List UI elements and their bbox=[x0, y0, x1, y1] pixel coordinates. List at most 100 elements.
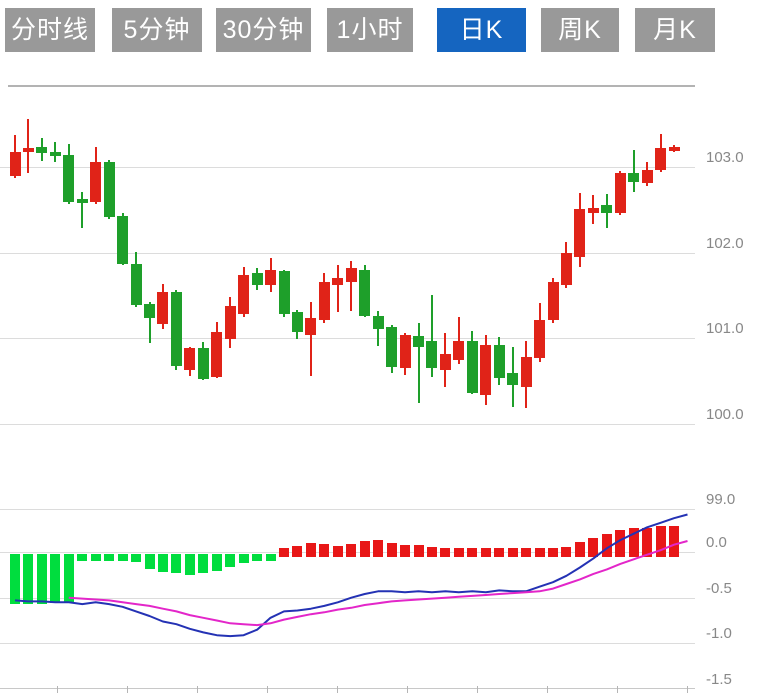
candle-body bbox=[520, 356, 532, 387]
candle-wick bbox=[309, 302, 312, 376]
tab-daily-k[interactable]: 日K bbox=[437, 8, 526, 52]
macd-histogram-bar bbox=[480, 548, 491, 557]
candle-body bbox=[103, 161, 115, 218]
candle-body bbox=[291, 311, 303, 332]
x-axis-tick bbox=[127, 686, 128, 693]
candle-body bbox=[359, 269, 371, 316]
macd-histogram-bar bbox=[642, 528, 653, 557]
macd-histogram-bar bbox=[561, 546, 572, 557]
price-gridline bbox=[0, 423, 695, 425]
macd-histogram-bar bbox=[211, 554, 222, 571]
x-axis-tick bbox=[687, 686, 688, 693]
macd-histogram-bar bbox=[615, 530, 626, 557]
candle-wick bbox=[81, 191, 84, 228]
tab-1hour[interactable]: 1小时 bbox=[327, 8, 413, 52]
x-axis-tick bbox=[57, 686, 58, 693]
macd-histogram-bar bbox=[574, 541, 585, 557]
macd-histogram-bar bbox=[90, 554, 101, 561]
macd-histogram-bar bbox=[104, 554, 115, 561]
macd-histogram-bar bbox=[131, 554, 142, 563]
macd-histogram-bar bbox=[521, 548, 532, 557]
price-axis-label: 102.0 bbox=[706, 234, 744, 252]
macd-histogram-bar bbox=[279, 548, 289, 557]
candle-body bbox=[184, 348, 196, 370]
candle-body bbox=[76, 198, 88, 203]
macd-histogram-bar bbox=[10, 554, 20, 605]
candle-body bbox=[251, 273, 263, 285]
candle-wick bbox=[430, 295, 433, 378]
candle-body bbox=[601, 204, 613, 214]
macd-histogram-bar bbox=[453, 548, 464, 557]
macd-axis-label: -1.0 bbox=[706, 625, 732, 643]
macd-histogram-bar bbox=[225, 554, 236, 567]
candle-body bbox=[90, 161, 102, 203]
macd-histogram-bar bbox=[238, 554, 249, 564]
candle-body bbox=[372, 315, 384, 330]
candle-body bbox=[426, 340, 438, 368]
tab-5min[interactable]: 5分钟 bbox=[112, 8, 202, 52]
macd-histogram-bar bbox=[305, 542, 316, 557]
macd-histogram-bar bbox=[77, 554, 88, 562]
candle-body bbox=[224, 305, 236, 339]
x-axis-tick bbox=[267, 686, 268, 693]
macd-gridline bbox=[0, 597, 695, 599]
candle-body bbox=[9, 151, 21, 177]
macd-histogram-bar bbox=[171, 554, 182, 574]
macd-histogram-bar bbox=[400, 544, 410, 557]
x-axis-tick bbox=[337, 686, 338, 693]
price-axis-label: 99.0 bbox=[706, 491, 736, 508]
candle-body bbox=[399, 334, 411, 368]
candle-body bbox=[668, 146, 680, 151]
candle-body bbox=[170, 291, 182, 367]
tab-weekly-k[interactable]: 周K bbox=[541, 8, 619, 52]
candle-body bbox=[265, 269, 276, 285]
candle-wick bbox=[336, 265, 339, 313]
macd-histogram-bar bbox=[467, 548, 478, 557]
macd-histogram-bar bbox=[198, 554, 209, 574]
candle-body bbox=[641, 170, 653, 184]
candle-body bbox=[211, 332, 223, 377]
macd-histogram-bar bbox=[426, 547, 437, 557]
candle-body bbox=[507, 373, 519, 386]
candle-body bbox=[628, 173, 640, 183]
tab-30min[interactable]: 30分钟 bbox=[216, 8, 311, 52]
price-axis-label: 101.0 bbox=[706, 320, 744, 337]
macd-histogram-bar bbox=[669, 526, 679, 557]
x-axis bbox=[0, 688, 695, 689]
price-axis-label: 100.0 bbox=[706, 405, 744, 423]
macd-histogram-bar bbox=[117, 554, 128, 561]
macd-histogram-bar bbox=[494, 548, 505, 557]
macd-histogram-bar bbox=[628, 528, 639, 557]
macd-histogram-bar bbox=[36, 554, 47, 605]
macd-histogram-bar bbox=[252, 554, 263, 561]
candle-body bbox=[197, 348, 209, 380]
candle-body bbox=[36, 147, 48, 154]
candle-wick bbox=[417, 322, 420, 403]
candle-wick bbox=[27, 119, 30, 173]
macd-histogram-bar bbox=[184, 554, 195, 575]
tab-monthly-k[interactable]: 月K bbox=[635, 8, 715, 52]
candle-body bbox=[332, 278, 344, 285]
candle-body bbox=[453, 340, 465, 361]
macd-axis-label: -0.5 bbox=[706, 579, 732, 597]
candle-body bbox=[386, 326, 398, 368]
x-axis-tick bbox=[197, 686, 198, 693]
candle-wick bbox=[632, 149, 635, 192]
macd-histogram-bar bbox=[386, 542, 397, 557]
macd-histogram-bar bbox=[265, 554, 276, 561]
chart-top-border bbox=[8, 85, 695, 87]
candle-body bbox=[49, 151, 61, 156]
candle-body bbox=[560, 253, 572, 285]
x-axis-tick bbox=[407, 686, 408, 693]
tab-minute-line[interactable]: 分时线 bbox=[5, 8, 95, 52]
candle-body bbox=[144, 303, 155, 319]
candle-body bbox=[22, 148, 34, 152]
candle-body bbox=[655, 148, 667, 171]
candle-body bbox=[547, 282, 559, 320]
macd-histogram-bar bbox=[50, 554, 61, 604]
price-gridline bbox=[0, 509, 695, 510]
x-axis-tick bbox=[547, 686, 548, 693]
macd-histogram-bar bbox=[157, 554, 168, 573]
candle-wick bbox=[457, 316, 460, 364]
